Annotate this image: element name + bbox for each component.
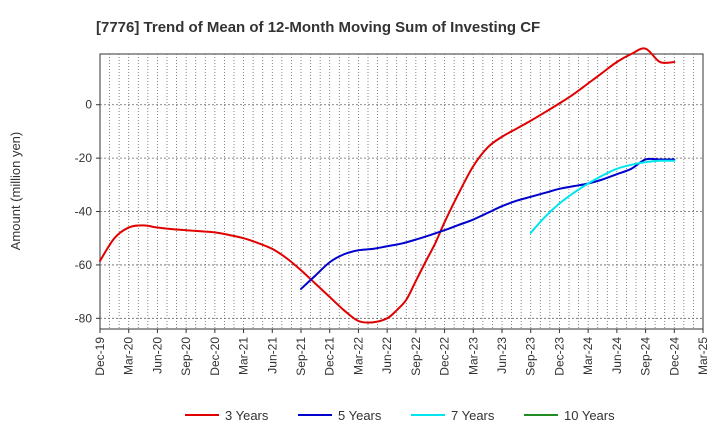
x-tick-label: Sep-20 xyxy=(179,337,193,376)
x-tick-label: Sep-21 xyxy=(294,337,308,376)
chart-title: [7776] Trend of Mean of 12-Month Moving … xyxy=(96,19,540,36)
legend-label: 3 Years xyxy=(225,408,269,423)
x-tick-label: Mar-20 xyxy=(122,337,136,375)
y-tick-label: 0 xyxy=(85,98,92,112)
x-tick-label: Sep-23 xyxy=(524,337,538,376)
x-tick-label: Mar-23 xyxy=(466,337,480,375)
legend: 3 Years 5 Years 7 Years 10 Years xyxy=(185,408,615,423)
legend-label: 7 Years xyxy=(451,408,495,423)
x-tick-label: Jun-23 xyxy=(495,337,509,374)
series-lines xyxy=(99,47,676,324)
plot-area xyxy=(99,53,704,330)
x-tick-label: Dec-22 xyxy=(438,337,452,376)
y-tick-label: -20 xyxy=(75,151,93,165)
x-tick-label: Jun-24 xyxy=(610,337,624,374)
x-tick-label: Jun-20 xyxy=(150,337,164,374)
x-tick-label: Mar-24 xyxy=(581,337,595,375)
series-line-7-years xyxy=(529,159,676,234)
x-tick-label: Dec-24 xyxy=(667,337,681,376)
grid-lines xyxy=(100,54,703,329)
y-axis-title: Amount (million yen) xyxy=(8,132,23,251)
x-tick-label: Jun-22 xyxy=(380,337,394,374)
x-tick-label: Mar-22 xyxy=(351,337,365,375)
x-tick-label: Dec-20 xyxy=(208,337,222,376)
x-tick-label: Dec-21 xyxy=(323,337,337,376)
y-axis-ticks: 0 -20 -40 -60 -80 xyxy=(75,98,100,325)
x-tick-label: Mar-21 xyxy=(237,337,251,375)
legend-label: 10 Years xyxy=(564,408,615,423)
y-tick-label: -40 xyxy=(75,205,93,219)
x-tick-label: Dec-23 xyxy=(552,337,566,376)
x-axis-ticks: Dec-19 Mar-20 Jun-20 Sep-20 Dec-20 Mar-21 Jun-… xyxy=(93,329,710,376)
x-tick-label: Sep-22 xyxy=(409,337,423,376)
x-tick-label: Dec-19 xyxy=(93,337,107,376)
legend-label: 5 Years xyxy=(338,408,382,423)
x-tick-label: Sep-24 xyxy=(639,337,653,376)
y-tick-label: -80 xyxy=(75,311,93,325)
x-tick-label: Jun-21 xyxy=(265,337,279,374)
series-line-5-years xyxy=(300,157,676,290)
series-line-3-years xyxy=(99,47,676,324)
x-tick-label: Mar-25 xyxy=(696,337,710,375)
y-tick-label: -60 xyxy=(75,258,93,272)
